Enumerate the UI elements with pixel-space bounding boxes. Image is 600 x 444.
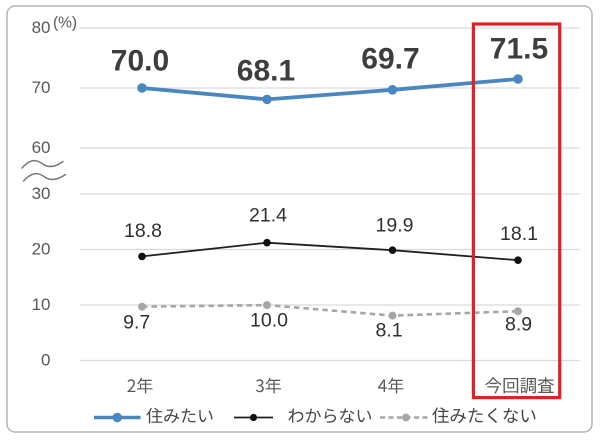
- svg-text:21.4: 21.4: [249, 205, 287, 227]
- svg-text:18.1: 18.1: [500, 223, 538, 245]
- svg-text:30: 30: [32, 184, 51, 203]
- svg-text:68.1: 68.1: [237, 55, 295, 88]
- svg-text:10.0: 10.0: [250, 309, 288, 331]
- svg-text:9.7: 9.7: [123, 311, 150, 333]
- svg-text:71.5: 71.5: [490, 33, 548, 66]
- svg-text:18.8: 18.8: [124, 220, 162, 242]
- svg-text:70: 70: [32, 78, 51, 97]
- svg-text:(%): (%): [53, 15, 77, 32]
- svg-text:69.7: 69.7: [361, 43, 419, 76]
- svg-text:19.9: 19.9: [376, 215, 414, 237]
- svg-text:20: 20: [32, 240, 51, 259]
- svg-text:80: 80: [32, 18, 51, 37]
- svg-text:60: 60: [32, 138, 51, 157]
- svg-text:70.0: 70.0: [111, 45, 169, 78]
- svg-text:8.9: 8.9: [505, 314, 532, 336]
- svg-text:10: 10: [32, 295, 51, 314]
- svg-text:8.1: 8.1: [375, 319, 402, 341]
- svg-text:0: 0: [41, 351, 50, 370]
